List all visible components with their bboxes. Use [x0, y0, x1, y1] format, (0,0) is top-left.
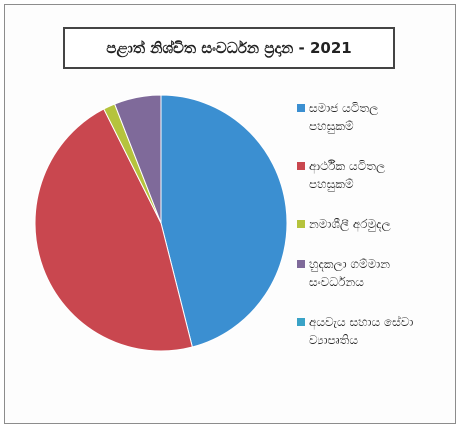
legend-swatch — [297, 104, 305, 112]
chart-legend: සමාජ යටිතල පහසුකම් ආර්ථික යටිතල පහසුකම් නම… — [297, 99, 457, 371]
legend-label: හුදකලා ගම්මාන සංවර්ධනය — [309, 257, 390, 289]
legend-swatch — [297, 260, 305, 268]
legend-label: සමාජ යටිතල පහසුකම් — [309, 101, 379, 133]
legend-item-1: සමාජ යටිතල පහසුකම් — [297, 99, 457, 135]
legend-label: නමාශීලී අරමුදල — [309, 217, 391, 231]
legend-item-3: නමාශීලී අරමුදල — [297, 215, 457, 233]
legend-swatch — [297, 220, 305, 228]
pie-slice-2 — [34, 108, 193, 352]
legend-label: ආර්ථික යටිතල පහසුකම් — [309, 159, 386, 191]
chart-area: පළාත් නිශ්චිත සංවර්ධන ප්‍රදාන - 2021 සමා… — [4, 4, 456, 424]
legend-item-5: අයවැය සහාය සේවා ව්‍යාපෘතිය — [297, 313, 457, 349]
chart-title: පළාත් නිශ්චිත සංවර්ධන ප්‍රදාන - 2021 — [106, 39, 352, 57]
legend-item-4: හුදකලා ගම්මාන සංවර්ධනය — [297, 255, 457, 291]
pie-slice-1 — [160, 94, 288, 348]
legend-swatch — [297, 162, 305, 170]
chart-title-box: පළාත් නිශ්චිත සංවර්ධන ප්‍රදාන - 2021 — [63, 27, 395, 69]
legend-item-2: ආර්ථික යටිතල පහසුකම් — [297, 157, 457, 193]
legend-swatch — [297, 318, 305, 326]
pie-chart — [34, 94, 288, 352]
pie-slice-4 — [113, 94, 162, 224]
legend-label: අයවැය සහාය සේවා ව්‍යාපෘතිය — [309, 315, 414, 347]
